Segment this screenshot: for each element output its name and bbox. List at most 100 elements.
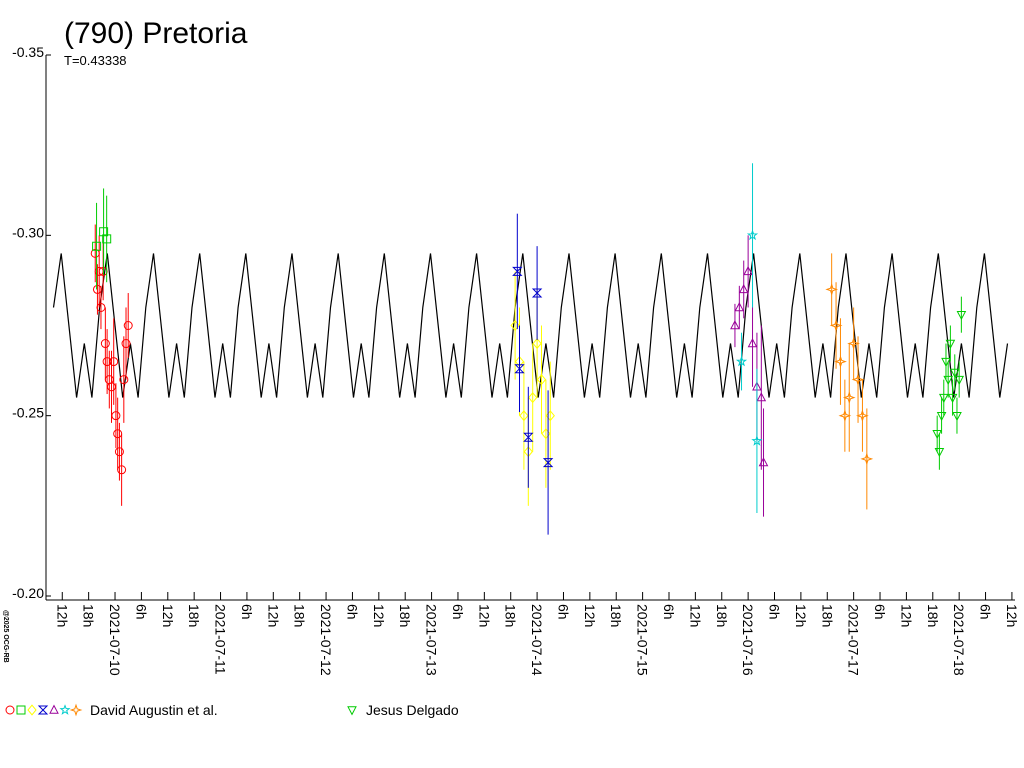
data-point [531,288,543,298]
data-point [117,465,127,475]
credit: @2025 OCG-RB [2,610,9,663]
data-point [847,337,860,350]
x-tick-label: 18h [397,604,413,627]
data-point [738,283,749,294]
legend-symbol [5,705,15,715]
legend-symbol [59,704,71,715]
chart-title: (790) Pretoria [64,17,248,50]
x-tick-label: 12h [160,604,176,627]
data-point [123,321,133,330]
x-tick-label: 18h [819,604,835,627]
x-tick-label: 6h [239,604,255,620]
data-point [746,229,759,241]
data-point [519,410,529,422]
x-tick-label: 18h [292,604,308,627]
data-point [758,457,769,467]
data-point [747,338,758,348]
x-tick-label: 6h [450,604,466,620]
data-point [114,447,124,457]
data-point [532,337,542,350]
x-tick-label: 6h [133,604,149,620]
x-tick-label: 2021-07-11 [213,604,229,675]
x-tick-label: 2021-07-14 [529,604,545,676]
data-point [528,392,538,404]
x-tick-label: 2021-07-18 [951,604,967,676]
x-tick-label: 12h [371,604,387,627]
data-point [851,373,865,386]
x-tick-label: 6h [978,604,994,620]
data-point [756,392,767,402]
x-tick-label: 12h [793,604,809,627]
x-tick-label: 18h [503,604,519,627]
data-point [99,227,109,237]
x-tick-label: 6h [767,604,783,620]
x-tick-label: 12h [898,604,914,627]
y-tick-label: -0.30 [12,224,44,240]
data-point [542,458,554,468]
x-tick-label: 12h [54,604,70,627]
data-point [730,320,740,330]
data-point [523,432,534,442]
data-point [949,368,960,378]
x-tick-label: 12h [1004,604,1020,627]
data-point [514,364,525,374]
data-point [109,357,119,367]
data-point [111,411,121,421]
legend-label: David Augustin et al. [90,702,218,718]
x-tick-label: 12h [687,604,703,627]
legend-symbol [69,703,83,717]
legend-symbol [27,704,37,716]
data-point [943,375,954,386]
data-point [842,391,856,404]
y-tick-label: -0.20 [12,585,44,601]
legend-symbol [347,706,357,716]
x-tick-label: 18h [925,604,941,627]
data-point [100,339,110,349]
x-tick-label: 6h [872,604,888,620]
data-point [956,311,967,321]
data-point [936,412,947,422]
data-point [938,393,949,404]
data-point [512,266,523,276]
data-point [829,319,843,332]
x-tick-label: 2021-07-15 [635,604,651,676]
legend-label: Jesus Delgado [366,702,459,718]
x-tick-label: 2021-07-17 [846,604,862,676]
data-point [92,241,102,251]
data-point [119,375,129,385]
legend-symbol [37,705,49,715]
data-point [834,355,847,368]
x-tick-label: 18h [714,604,730,627]
x-tick-label: 2021-07-10 [107,604,123,676]
legend-symbol [16,705,26,715]
data-point [954,375,965,386]
data-point [934,448,945,458]
y-tick-label: -0.25 [12,405,44,421]
x-tick-label: 18h [186,604,202,627]
x-tick-label: 18h [81,604,97,627]
x-tick-label: 2021-07-16 [740,604,756,676]
data-point [825,283,839,296]
x-tick-label: 18h [608,604,624,627]
legend-symbol [49,704,59,714]
data-point [751,434,763,446]
data-point [743,265,753,276]
data-point [838,409,852,423]
x-tick-label: 6h [344,604,360,620]
y-tick-label: -0.35 [12,44,44,60]
plot-area [52,163,1009,535]
data-point [734,302,745,312]
data-point [856,409,869,423]
data-point [121,339,131,349]
period-label: T=0.43338 [64,53,127,68]
data-point [536,374,547,386]
x-tick-label: 12h [265,604,281,627]
x-tick-label: 12h [476,604,492,627]
x-tick-label: 6h [555,604,571,620]
data-point [860,452,874,466]
data-point [945,339,956,349]
model-curve [52,253,1009,398]
x-tick-label: 2021-07-12 [318,604,334,676]
data-point [947,393,958,404]
